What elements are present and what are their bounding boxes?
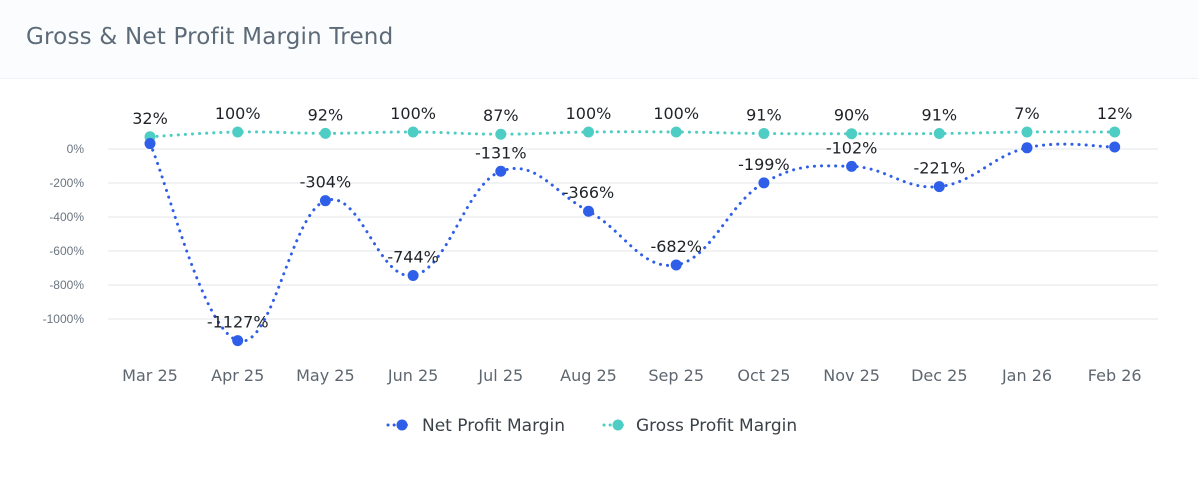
gross-profit-margin-point[interactable]	[1109, 126, 1121, 138]
net-profit-margin-data-label: -366%	[563, 183, 615, 202]
net-profit-margin-point[interactable]	[1109, 141, 1121, 153]
legend-label: Net Profit Margin	[422, 416, 565, 436]
gross-profit-margin-point[interactable]	[319, 127, 331, 139]
y-axis-ticks: 0% -200% -400% -600% -800% -1000%	[43, 142, 85, 326]
x-tick-label: Feb 26	[1088, 366, 1142, 385]
gross-profit-margin-data-label: 32%	[132, 109, 168, 128]
net-profit-margin-point[interactable]	[319, 195, 331, 207]
net-profit-margin-point[interactable]	[144, 138, 156, 150]
net-profit-margin-point[interactable]	[407, 269, 419, 281]
x-tick-label: Aug 25	[560, 366, 617, 385]
net-profit-margin-point[interactable]	[670, 259, 682, 271]
x-tick-label: Jun 25	[387, 366, 438, 385]
gross-profit-margin-point[interactable]	[407, 126, 419, 138]
x-tick-label: Mar 25	[122, 366, 178, 385]
net-profit-margin-data-label: -304%	[300, 173, 352, 192]
gross-profit-margin-data-label: 91%	[922, 106, 958, 125]
x-tick-label: May 25	[296, 366, 355, 385]
gross-profit-margin-data-label: 90%	[834, 106, 870, 125]
x-tick-label: Dec 25	[911, 366, 967, 385]
card-header	[0, 0, 1198, 79]
gross-profit-margin-point[interactable]	[846, 128, 858, 140]
y-tick-label: -800%	[49, 278, 84, 292]
legend-label: Gross Profit Margin	[636, 416, 797, 436]
y-tick-label: 0%	[67, 142, 85, 156]
gross-profit-margin-data-label: 87%	[483, 106, 519, 125]
gross-profit-margin-data-label: 92%	[308, 105, 344, 124]
y-tick-label: -600%	[49, 244, 84, 258]
y-tick-label: -400%	[49, 210, 84, 224]
net-profit-margin-point[interactable]	[846, 160, 858, 172]
net-profit-margin-line	[148, 142, 1117, 343]
net-profit-margin-data-label: -221%	[914, 159, 966, 178]
gross-profit-margin-point[interactable]	[232, 126, 244, 138]
x-tick-label: Jan 26	[1001, 366, 1052, 385]
net-profit-margin-data-label: -199%	[738, 155, 790, 174]
gross-profit-margin-point[interactable]	[670, 126, 682, 138]
gross-profit-margin-data-label: 12%	[1097, 104, 1133, 123]
net-profit-margin-point[interactable]	[232, 335, 244, 347]
gross-profit-margin-data-label: 100%	[215, 104, 261, 123]
data-labels: -1127% -304% -744% -131% -366% -682% -199% -102…	[132, 104, 1132, 332]
x-tick-label: Sep 25	[648, 366, 704, 385]
x-tick-label: Oct 25	[737, 366, 790, 385]
net-profit-margin-data-label: -1127%	[207, 313, 269, 332]
gross-profit-margin-point[interactable]	[583, 126, 594, 138]
gross-profit-margin-data-label: 100%	[566, 104, 612, 123]
legend-dot-marker	[612, 419, 624, 431]
net-profit-margin-point[interactable]	[933, 181, 945, 193]
net-profit-margin-point[interactable]	[1021, 142, 1033, 154]
gross-profit-margin-line	[148, 130, 1117, 139]
x-tick-label: Nov 25	[823, 366, 880, 385]
net-profit-margin-point[interactable]	[495, 165, 507, 177]
net-profit-margin-data-label: -131%	[475, 143, 527, 162]
gross-profit-margin-data-label: 7%	[1014, 104, 1039, 123]
x-tick-label: Apr 25	[211, 366, 264, 385]
legend[interactable]: Net Profit Margin Gross Profit Margin	[386, 416, 797, 436]
legend-item-gross-profit-margin[interactable]: Gross Profit Margin	[602, 416, 797, 436]
gross-profit-margin-point[interactable]	[933, 128, 945, 140]
y-tick-label: -1000%	[43, 312, 85, 326]
y-tick-label: -200%	[49, 176, 84, 190]
gross-profit-margin-point[interactable]	[495, 128, 507, 140]
net-profit-margin-data-label: -682%	[650, 237, 702, 256]
net-profit-margin-data-label: -744%	[387, 247, 439, 266]
x-axis-ticks: Mar 25 Apr 25 May 25 Jun 25 Jul 25 Aug 25 Sep …	[122, 366, 1141, 385]
grid-lines	[108, 148, 1158, 320]
legend-dot-marker	[396, 419, 408, 431]
gross-profit-margin-data-label: 100%	[390, 104, 436, 123]
gross-profit-margin-point[interactable]	[1021, 126, 1033, 138]
gross-profit-margin-data-label: 91%	[746, 106, 782, 125]
series-layer	[144, 126, 1121, 347]
net-profit-margin-point[interactable]	[758, 177, 770, 189]
x-tick-label: Jul 25	[477, 366, 523, 385]
gross-profit-margin-data-label: 100%	[653, 104, 699, 123]
net-profit-margin-point[interactable]	[583, 205, 594, 217]
gross-profit-margin-point[interactable]	[758, 128, 770, 140]
net-profit-margin-data-label: -102%	[826, 138, 878, 157]
legend-item-net-profit-margin[interactable]: Net Profit Margin	[386, 416, 565, 436]
chart-title: Gross & Net Profit Margin Trend	[26, 24, 394, 50]
